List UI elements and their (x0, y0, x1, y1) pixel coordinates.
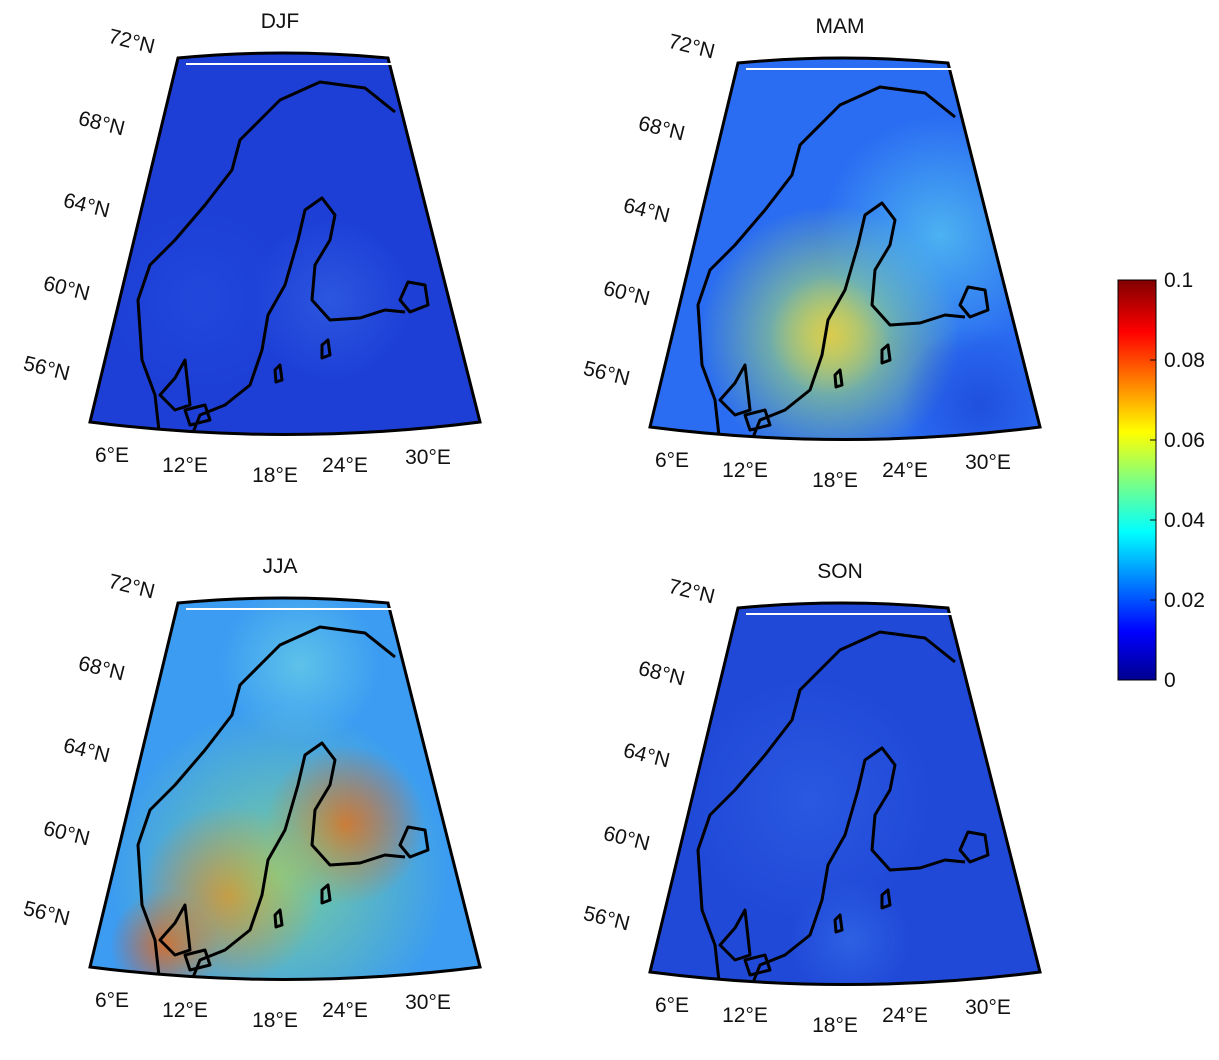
lat-label: 56°N (581, 902, 632, 936)
lat-label: 72°N (106, 25, 157, 59)
field-blob (250, 220, 410, 380)
colorbar-tick-label: 0.06 (1164, 429, 1205, 452)
map-field (90, 598, 480, 980)
colorbar-tick-label: 0.1 (1164, 269, 1193, 292)
lon-label: 6°E (95, 989, 129, 1012)
lon-label: 12°E (722, 459, 768, 482)
map-field (90, 53, 480, 435)
lat-label: 68°N (636, 112, 687, 146)
map-panel: JJA 72°N 68°N 64°N 60°N 56°N 6°E 12°E 18°E 24°E 30… (21, 555, 482, 1032)
lat-label: 64°N (61, 189, 112, 223)
lat-label: 72°N (666, 575, 717, 609)
field-blob (690, 680, 930, 920)
colorbar-scale (1117, 279, 1157, 681)
field-blob (110, 210, 290, 390)
lat-label: 60°N (41, 817, 92, 851)
colorbar-tick-label: 0.04 (1164, 509, 1205, 532)
lon-label: 6°E (655, 449, 689, 472)
colorbar: 0 0.02 0.04 0.06 0.08 0.1 (1117, 269, 1205, 692)
lon-label: 30°E (965, 996, 1011, 1019)
colorbar-tick-label: 0.08 (1164, 349, 1205, 372)
lon-label: 6°E (95, 444, 129, 467)
lon-label: 18°E (812, 469, 858, 492)
lon-label: 30°E (405, 446, 451, 469)
lon-label: 18°E (252, 1009, 298, 1032)
lon-label: 30°E (965, 451, 1011, 474)
lon-label: 24°E (882, 1004, 928, 1027)
lon-label: 24°E (882, 459, 928, 482)
lon-label: 24°E (322, 999, 368, 1022)
panel-title: JJA (262, 555, 297, 578)
lat-label: 64°N (621, 194, 672, 228)
lat-label: 60°N (601, 277, 652, 311)
lat-label: 64°N (61, 734, 112, 768)
lon-label: 24°E (322, 454, 368, 477)
colorbar-tick-label: 0 (1164, 669, 1176, 692)
lon-label: 12°E (162, 454, 208, 477)
map-field (650, 603, 1040, 985)
lon-label: 30°E (405, 991, 451, 1014)
lat-label: 68°N (76, 652, 127, 686)
field-blob (110, 705, 450, 980)
lon-label: 6°E (655, 994, 689, 1017)
lon-label: 12°E (162, 999, 208, 1022)
map-panel: MAM 72°N 68°N 64°N 60°N 56°N 6°E 12°E 18°E 24°E 30… (581, 15, 1042, 492)
field-blob (820, 115, 1040, 355)
lat-label: 72°N (666, 30, 717, 64)
panel-title: SON (817, 560, 863, 583)
lat-label: 56°N (21, 897, 72, 931)
lat-label: 56°N (21, 352, 72, 386)
lat-label: 68°N (636, 657, 687, 691)
panel-title: MAM (816, 15, 865, 38)
lat-label: 60°N (601, 822, 652, 856)
lat-label: 72°N (106, 570, 157, 604)
map-field (650, 58, 1040, 440)
map-panel: DJF 72°N 68°N 64°N 60°N 56°N 6°E 12°E 18°E 24°E 30… (21, 10, 482, 487)
lon-label: 12°E (722, 1004, 768, 1027)
colorbar-tick-label: 0.02 (1164, 589, 1205, 612)
lon-label: 18°E (252, 464, 298, 487)
lat-label: 60°N (41, 272, 92, 306)
lat-label: 64°N (621, 739, 672, 773)
map-panel: SON 72°N 68°N 64°N 60°N 56°N 6°E 12°E 18°E 24°E 30… (581, 560, 1042, 1037)
field-blob (790, 880, 910, 985)
field-blob (900, 325, 1040, 440)
field-blob (220, 598, 380, 745)
lon-label: 18°E (812, 1014, 858, 1037)
lat-label: 56°N (581, 357, 632, 391)
lat-label: 68°N (76, 107, 127, 141)
panel-title: DJF (261, 10, 300, 33)
